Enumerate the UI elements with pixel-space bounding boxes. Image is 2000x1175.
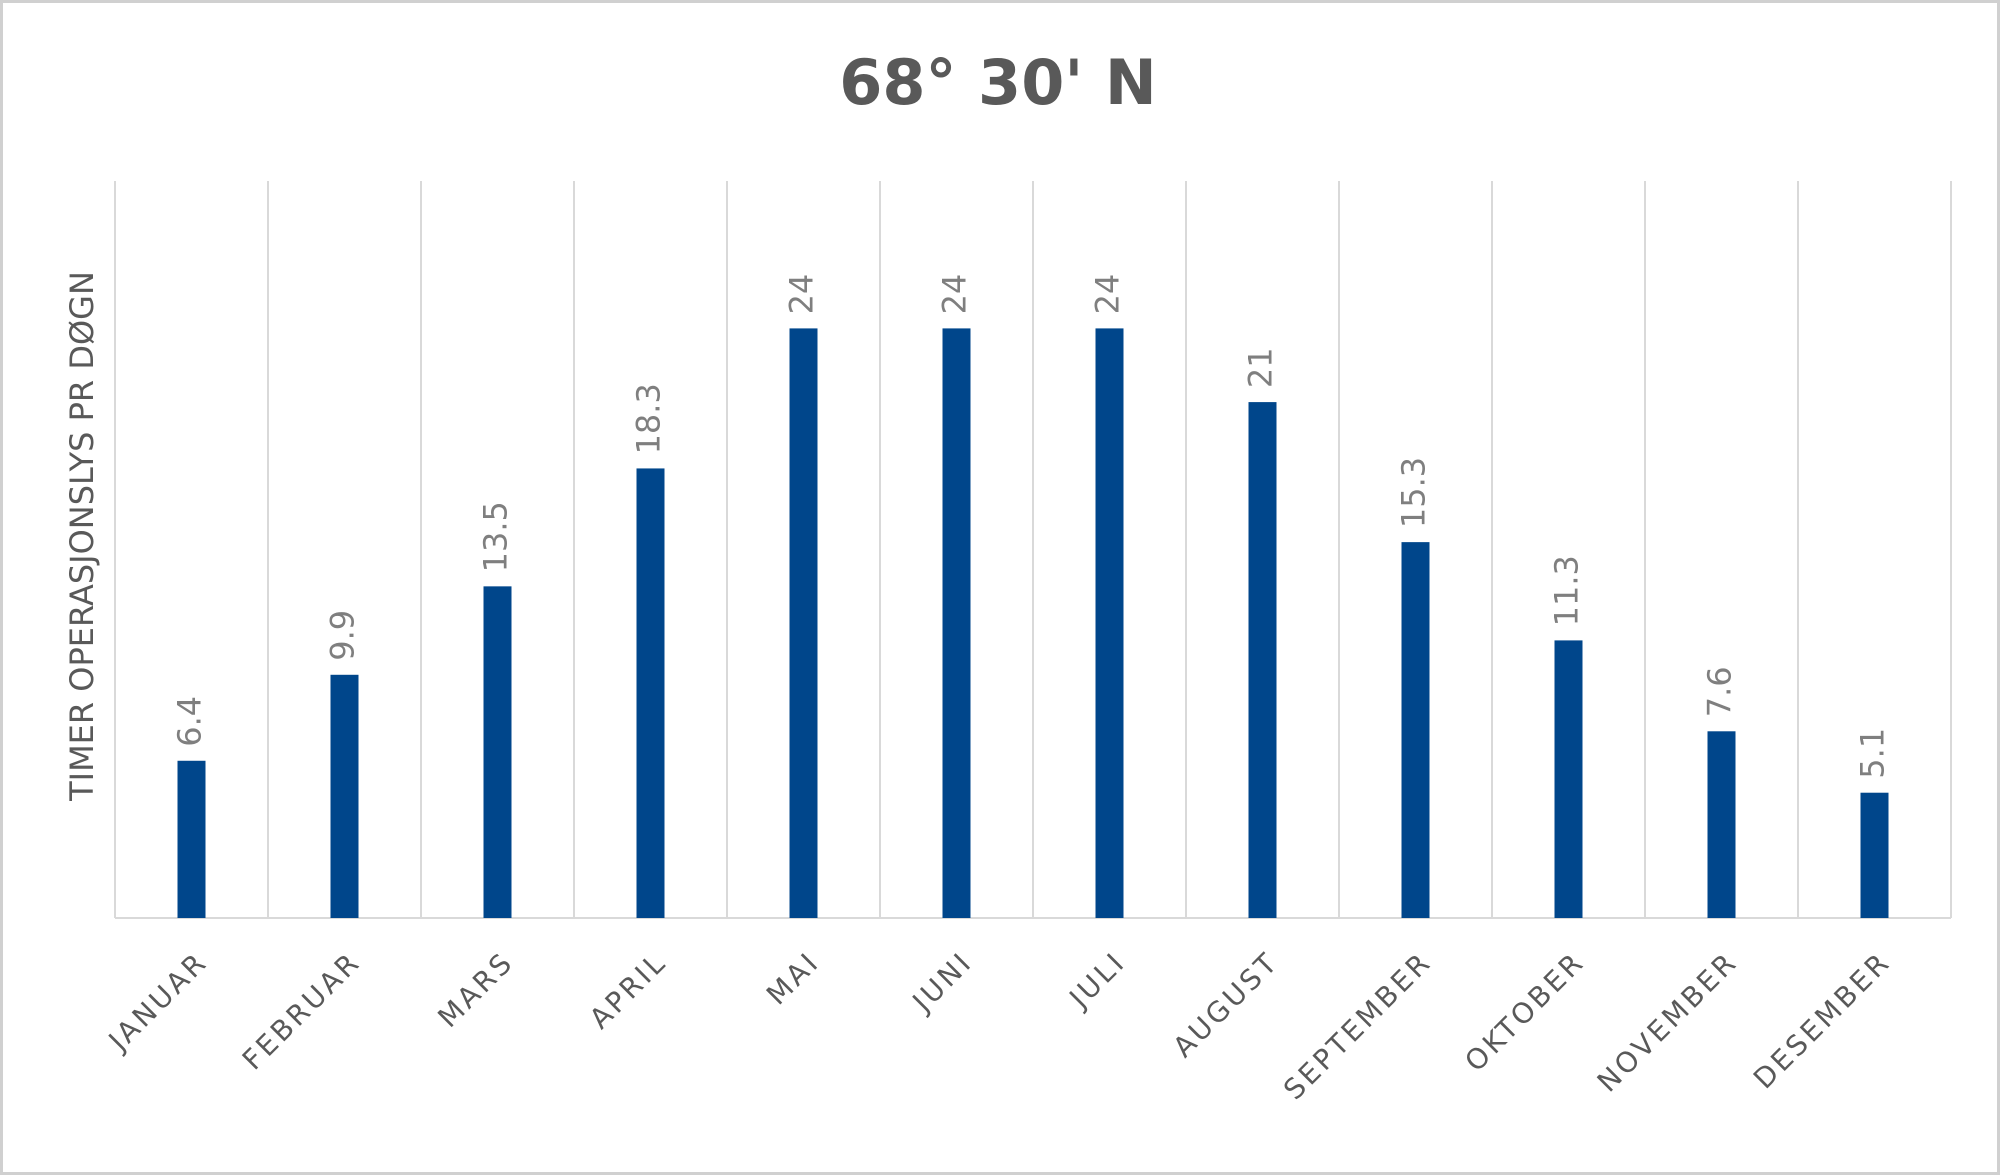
value-label: 18.3 [630, 383, 668, 454]
value-label: 24 [1089, 274, 1127, 315]
bar [330, 674, 359, 918]
bar [1095, 328, 1124, 918]
value-label: 9.9 [324, 610, 362, 661]
value-label: 13.5 [477, 501, 515, 572]
value-label: 11.3 [1548, 555, 1586, 626]
y-axis-label: TIMER OPERASJONSLYS PR DØGN [63, 271, 101, 802]
value-label: 24 [936, 274, 974, 315]
bar [1554, 640, 1583, 918]
bar [942, 328, 971, 918]
bar [1707, 731, 1736, 918]
bar [1248, 402, 1277, 919]
value-label: 24 [783, 274, 821, 315]
chart-title: 68° 30' N [839, 46, 1157, 119]
bar [636, 468, 665, 918]
bar [789, 328, 818, 918]
value-label: 21 [1242, 347, 1280, 388]
value-label: 7.6 [1701, 666, 1739, 717]
bar [483, 586, 512, 918]
value-label: 15.3 [1395, 457, 1433, 528]
bar [1401, 542, 1430, 918]
bar [177, 760, 206, 918]
value-label: 6.4 [171, 696, 209, 747]
bar [1860, 792, 1889, 918]
value-label: 5.1 [1854, 728, 1892, 779]
